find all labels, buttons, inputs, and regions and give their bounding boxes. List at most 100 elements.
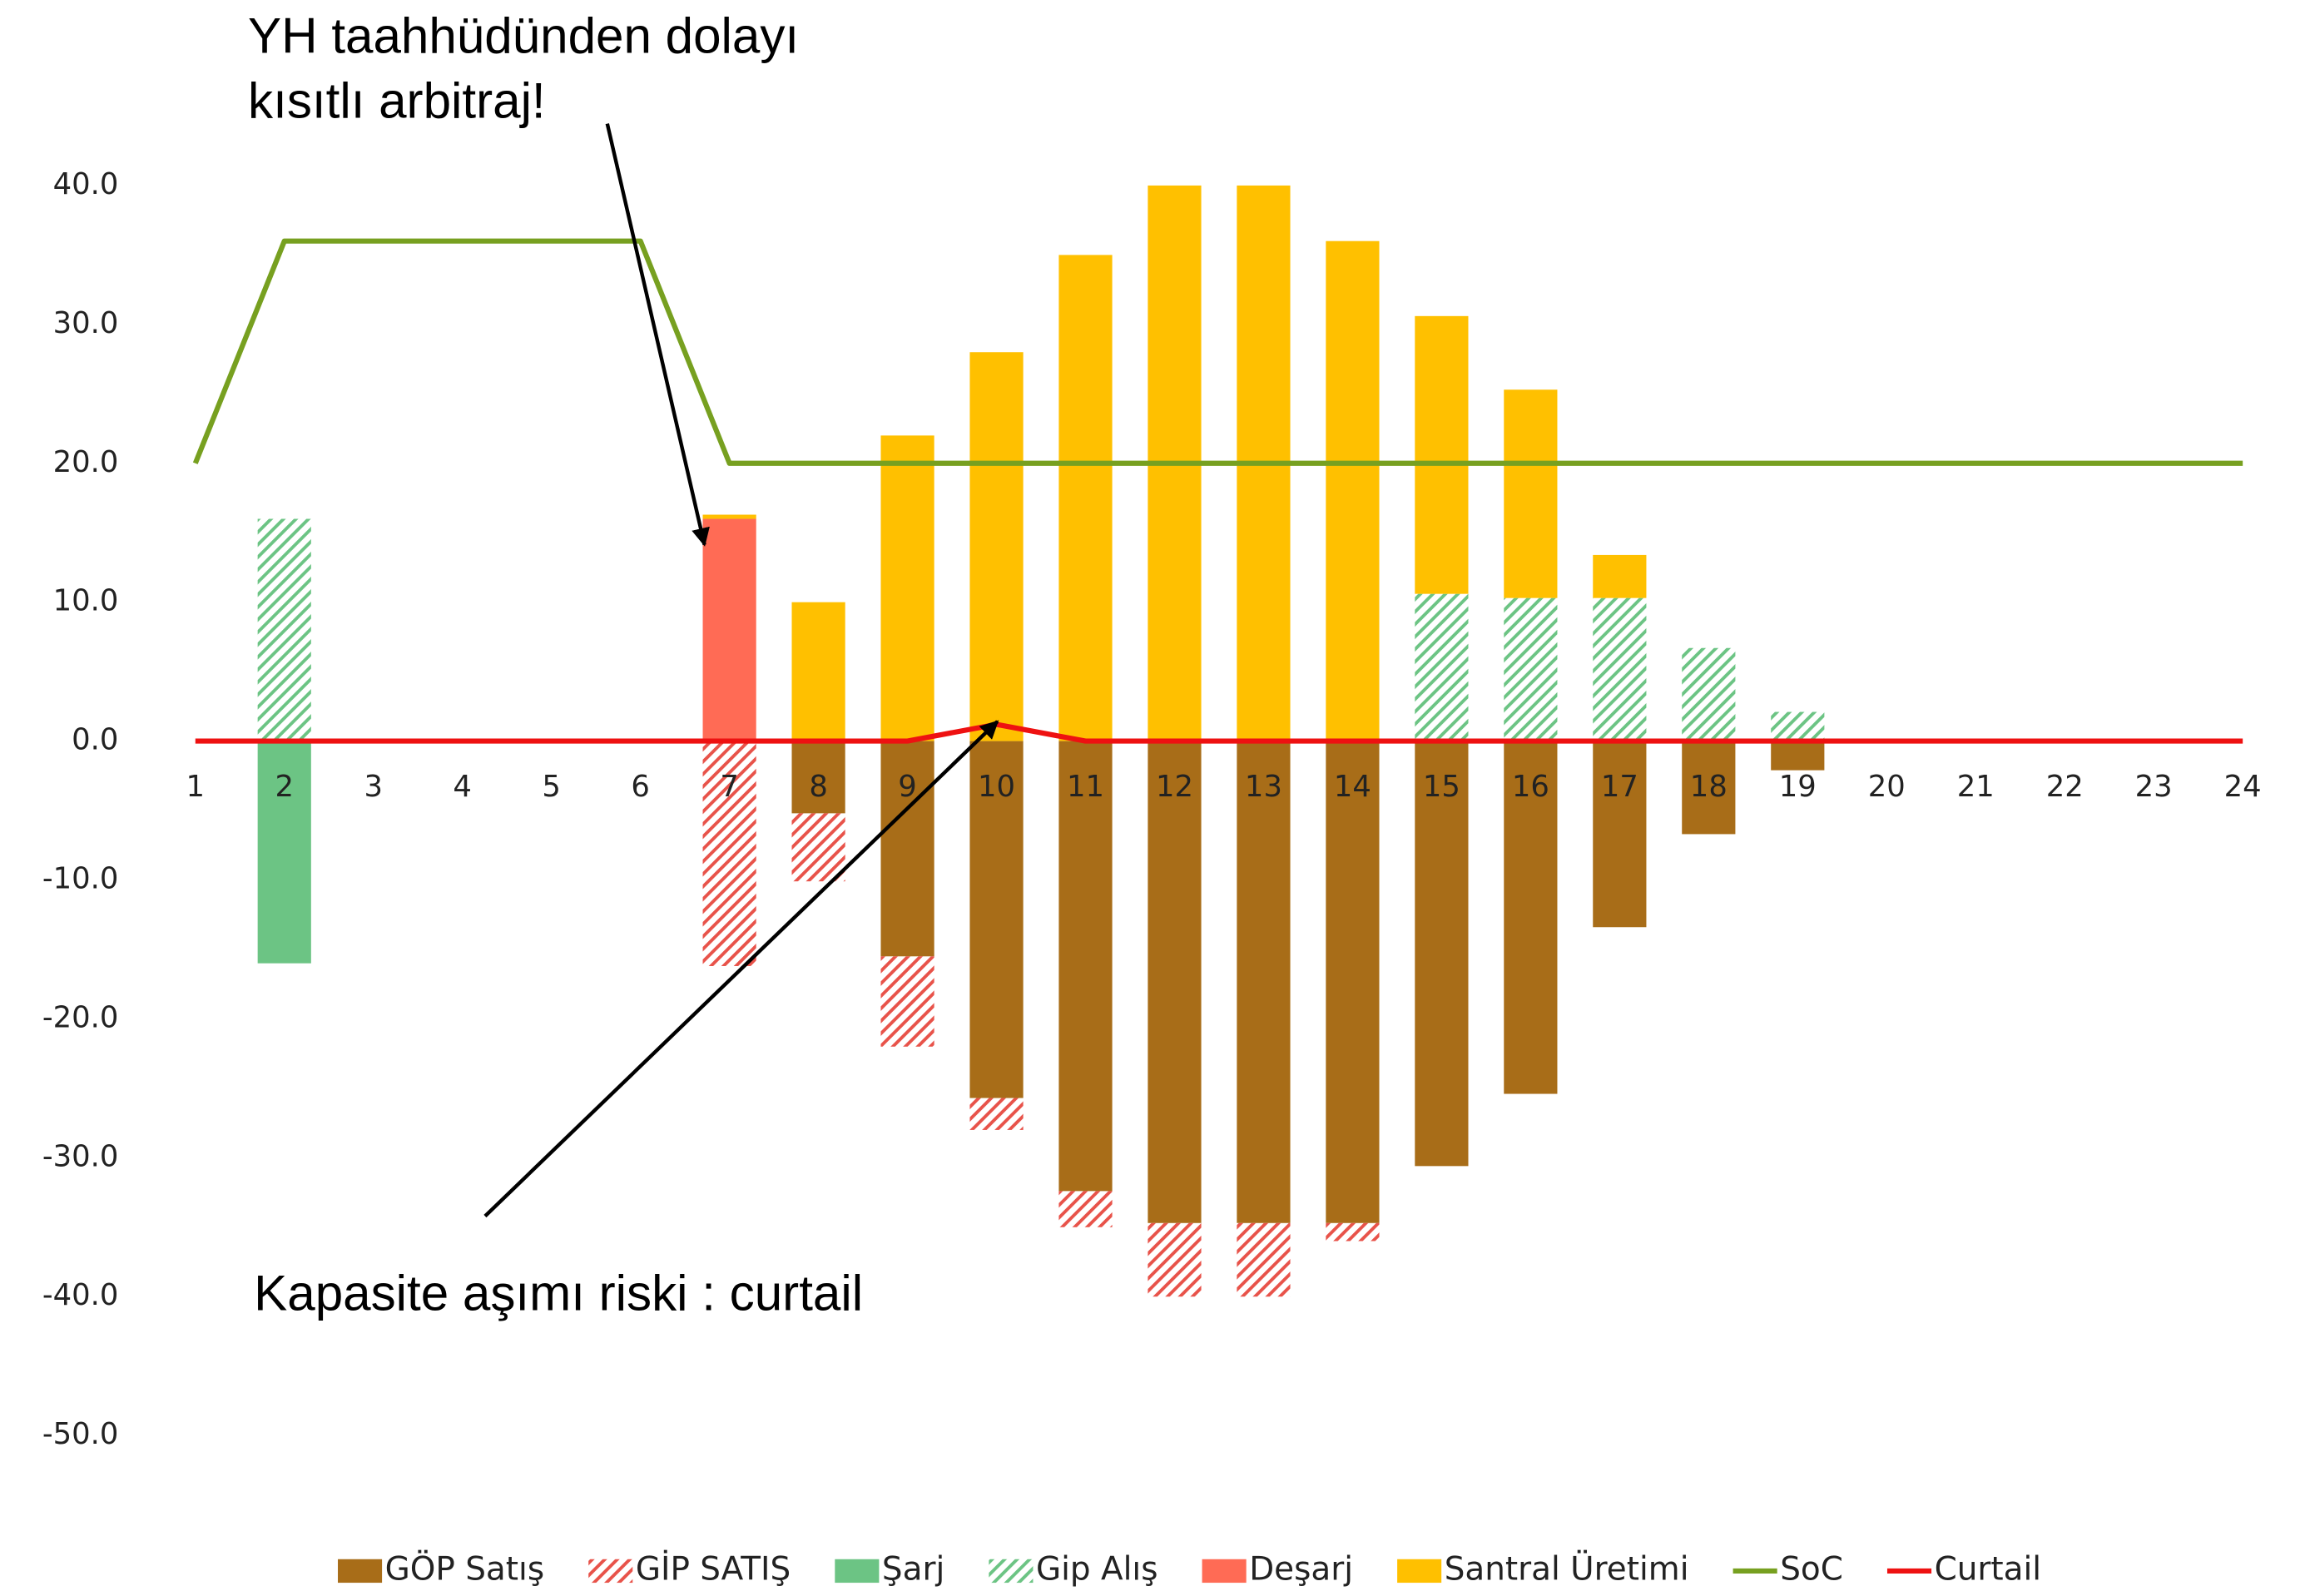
bar [1148,741,1202,1223]
bar [1058,1191,1113,1227]
x-tick-label: 3 [364,770,383,804]
bar [969,1098,1024,1130]
legend-label: SoC [1780,1550,1843,1588]
y-tick-label: -10.0 [42,861,119,895]
legend-swatch [1397,1559,1442,1584]
legend-item: GİP SATIŞ [588,1549,791,1588]
bar [702,518,756,741]
x-tick-label: 10 [978,770,1015,804]
bar [257,518,311,741]
legend-item: Gip Alış [989,1550,1158,1588]
bar [969,741,1024,1098]
bar [1682,647,1736,741]
x-tick-label: 17 [1601,770,1638,804]
y-tick-label: 20.0 [53,445,119,479]
legend-label: GÖP Satış [385,1549,544,1588]
bar [791,813,845,882]
x-tick-label: 6 [631,770,650,804]
bar [880,435,934,741]
bar [1415,593,1469,741]
bar [1415,741,1469,1167]
y-tick-label: -50.0 [42,1417,119,1451]
bar [1593,597,1647,741]
y-tick-label: 10.0 [53,584,119,618]
x-tick-label: 11 [1067,770,1104,804]
x-tick-label: 15 [1423,770,1460,804]
annotation: Kapasite aşımı riski : curtail [254,1266,863,1321]
bar [791,741,845,814]
x-tick-label: 18 [1690,770,1728,804]
x-tick-label: 1 [186,770,206,804]
bar [1593,554,1647,598]
annotation: YH taahhüdünden dolayı [248,8,799,64]
legend-item: Deşarj [1202,1550,1353,1588]
x-tick-label: 9 [898,770,917,804]
bar [1237,741,1291,1223]
legend-swatch [835,1559,880,1584]
bar [1326,240,1380,741]
legend-item: GÖP Satış [338,1549,544,1588]
bar [1326,741,1380,1223]
x-tick-label: 12 [1156,770,1193,804]
x-tick-label: 4 [453,770,472,804]
x-tick-label: 20 [1868,770,1906,804]
legend-item: Curtail [1886,1550,2042,1588]
bar [791,602,845,741]
legend-label: Gip Alış [1036,1550,1158,1588]
legend-swatch [588,1559,633,1584]
annotation: kısıtlı arbitraj! [248,73,546,129]
x-tick-label: 22 [2046,770,2084,804]
bar [1058,255,1113,741]
bar [1504,389,1558,598]
annotation-arrow [483,720,999,1218]
bar [1682,741,1736,835]
bar [1593,741,1647,928]
y-tick-label: 40.0 [53,167,119,201]
bar [1504,741,1558,1094]
y-tick-label: -40.0 [42,1278,119,1312]
legend-label: Santral Üretimi [1445,1549,1689,1588]
bar [880,741,934,957]
bar [1504,597,1558,741]
bar [1237,1222,1291,1297]
line-series [192,238,2243,466]
bar [257,741,311,964]
x-tick-label: 13 [1245,770,1282,804]
legend-label: Curtail [1935,1550,2042,1588]
x-tick-label: 8 [809,770,828,804]
legend-swatch [338,1559,383,1584]
legend-item: Şarj [835,1550,944,1588]
y-tick-label: 0.0 [72,723,118,757]
legend-swatch [1202,1559,1247,1584]
x-tick-label: 23 [2135,770,2173,804]
bar [702,514,756,519]
x-tick-label: 14 [1334,770,1371,804]
y-tick-label: -20.0 [42,1000,119,1034]
x-tick-label: 19 [1779,770,1817,804]
legend-label: Deşarj [1249,1550,1353,1588]
bar [702,741,756,966]
bar [969,352,1024,741]
x-tick-label: 16 [1512,770,1549,804]
y-tick-label: 30.0 [53,306,119,340]
bar [1326,1222,1380,1242]
legend-item: Santral Üretimi [1397,1549,1689,1588]
legend-label: GİP SATIŞ [636,1549,791,1588]
annotation-arrow [605,123,710,547]
legend-label: Şarj [882,1550,944,1588]
x-tick-label: 7 [720,770,739,804]
x-tick-label: 2 [275,770,294,804]
legend-swatch [989,1559,1034,1584]
bar [1148,1222,1202,1297]
y-tick-label: -30.0 [42,1139,119,1173]
legend-item: SoC [1732,1550,1843,1588]
x-tick-label: 24 [2224,770,2262,804]
line-series [195,721,2243,744]
x-tick-label: 5 [542,770,561,804]
bar [1058,741,1113,1192]
bar [1771,741,1825,771]
x-tick-label: 21 [1957,770,1995,804]
bar [1415,315,1469,594]
